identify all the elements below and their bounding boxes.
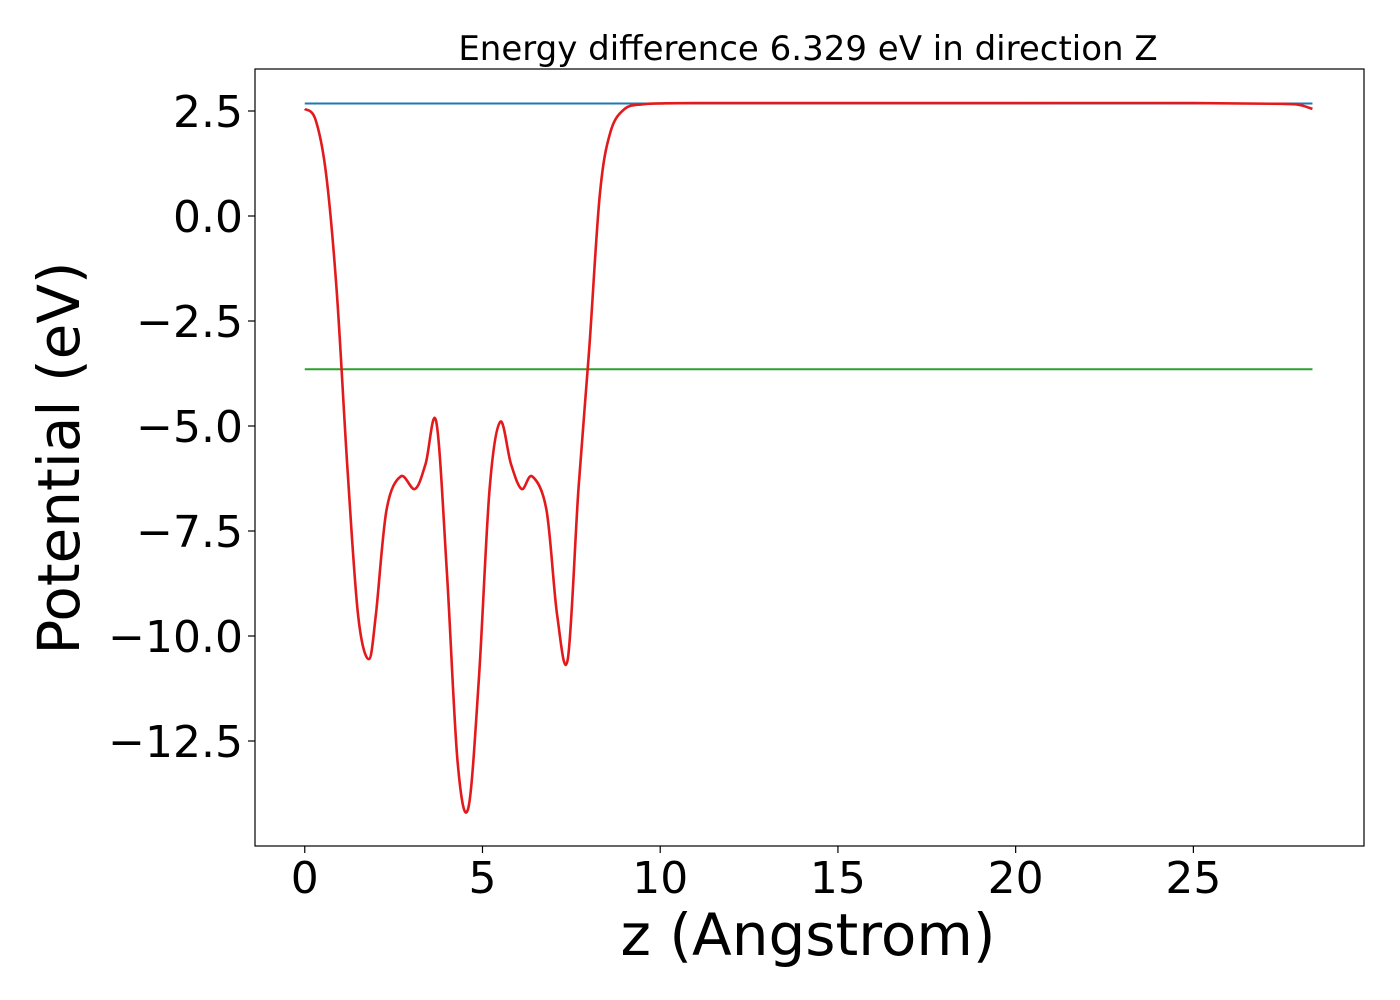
y-tick-label: 0.0 <box>173 192 243 243</box>
x-tick-label: 15 <box>810 853 866 904</box>
x-tick-label: 20 <box>988 853 1044 904</box>
plot-frame <box>254 68 1365 847</box>
y-tick-label: −2.5 <box>136 297 243 348</box>
chart-title: Energy difference 6.329 eV in direction … <box>458 29 1157 69</box>
y-tick-label: −7.5 <box>136 507 243 558</box>
y-tick-label: 2.5 <box>173 87 243 138</box>
y-axis-label: Potential (eV) <box>25 261 93 654</box>
x-tick-label: 5 <box>468 853 496 904</box>
x-tick-label: 0 <box>291 853 319 904</box>
x-tick-label: 10 <box>632 853 688 904</box>
plot-area <box>303 101 1313 814</box>
x-axis-label: z (Angstrom) <box>621 901 996 969</box>
y-axis: 2.5 0.0 −2.5 −5.0 −7.5 −10.0 −12.5 <box>108 87 255 768</box>
x-axis: 0 5 10 15 20 25 <box>291 846 1221 904</box>
y-tick-label: −10.0 <box>108 612 243 663</box>
x-tick-label: 25 <box>1165 853 1221 904</box>
series-line-3 <box>303 101 1313 814</box>
y-tick-label: −5.0 <box>136 402 243 453</box>
y-tick-label: −12.5 <box>108 717 243 768</box>
